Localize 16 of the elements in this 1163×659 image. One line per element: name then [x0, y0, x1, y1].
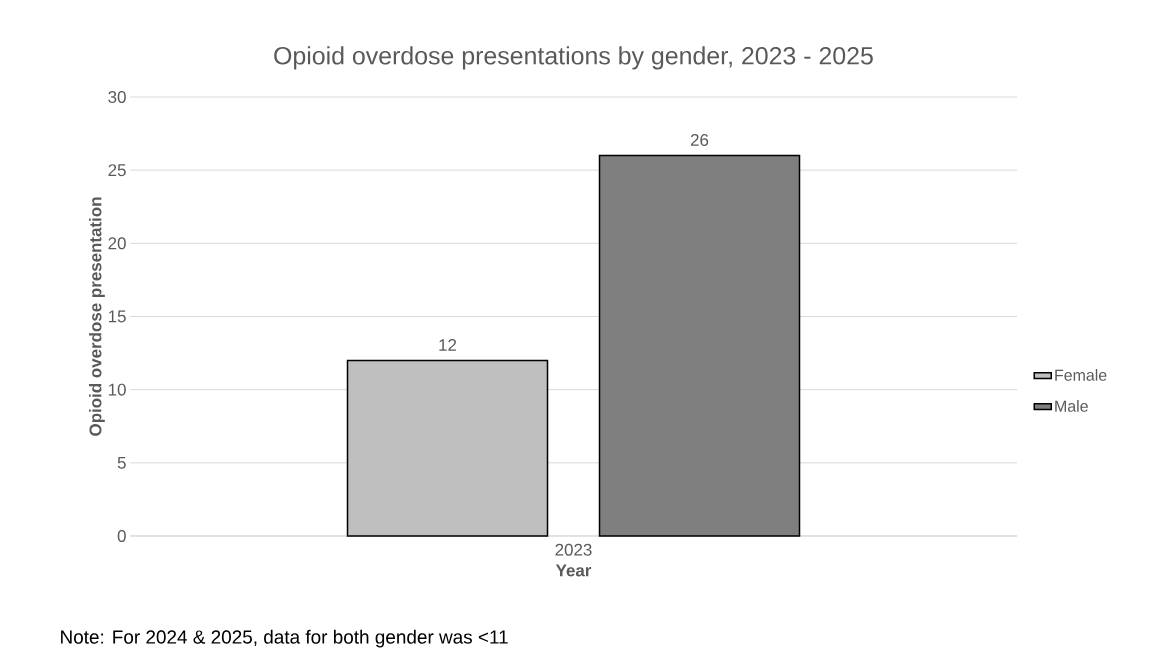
legend-label: Male: [1055, 400, 1088, 412]
y-axis-title: Opioid overdose presentation: [89, 197, 105, 436]
x-axis-title: Year: [555, 564, 592, 577]
y-tick-label: 25: [108, 164, 126, 177]
y-tick-label: 30: [108, 90, 126, 103]
y-tick-label: 10: [108, 383, 126, 396]
y-tick-label: 15: [108, 310, 126, 323]
y-tick-label: 20: [108, 237, 126, 250]
chart-title: Opioid overdose presentations by gender, 2023 - 2025: [274, 46, 873, 70]
data-label: 12: [439, 339, 457, 351]
legend-label: Female: [1055, 369, 1107, 381]
x-tick-label: 2023: [555, 543, 592, 556]
data-label: 26: [690, 134, 709, 147]
text: Note: For 2024 & 2025, data for both gender was <11: [61, 629, 508, 648]
y-tick-label: 0: [117, 529, 126, 542]
y-tick-label: 5: [117, 456, 126, 469]
